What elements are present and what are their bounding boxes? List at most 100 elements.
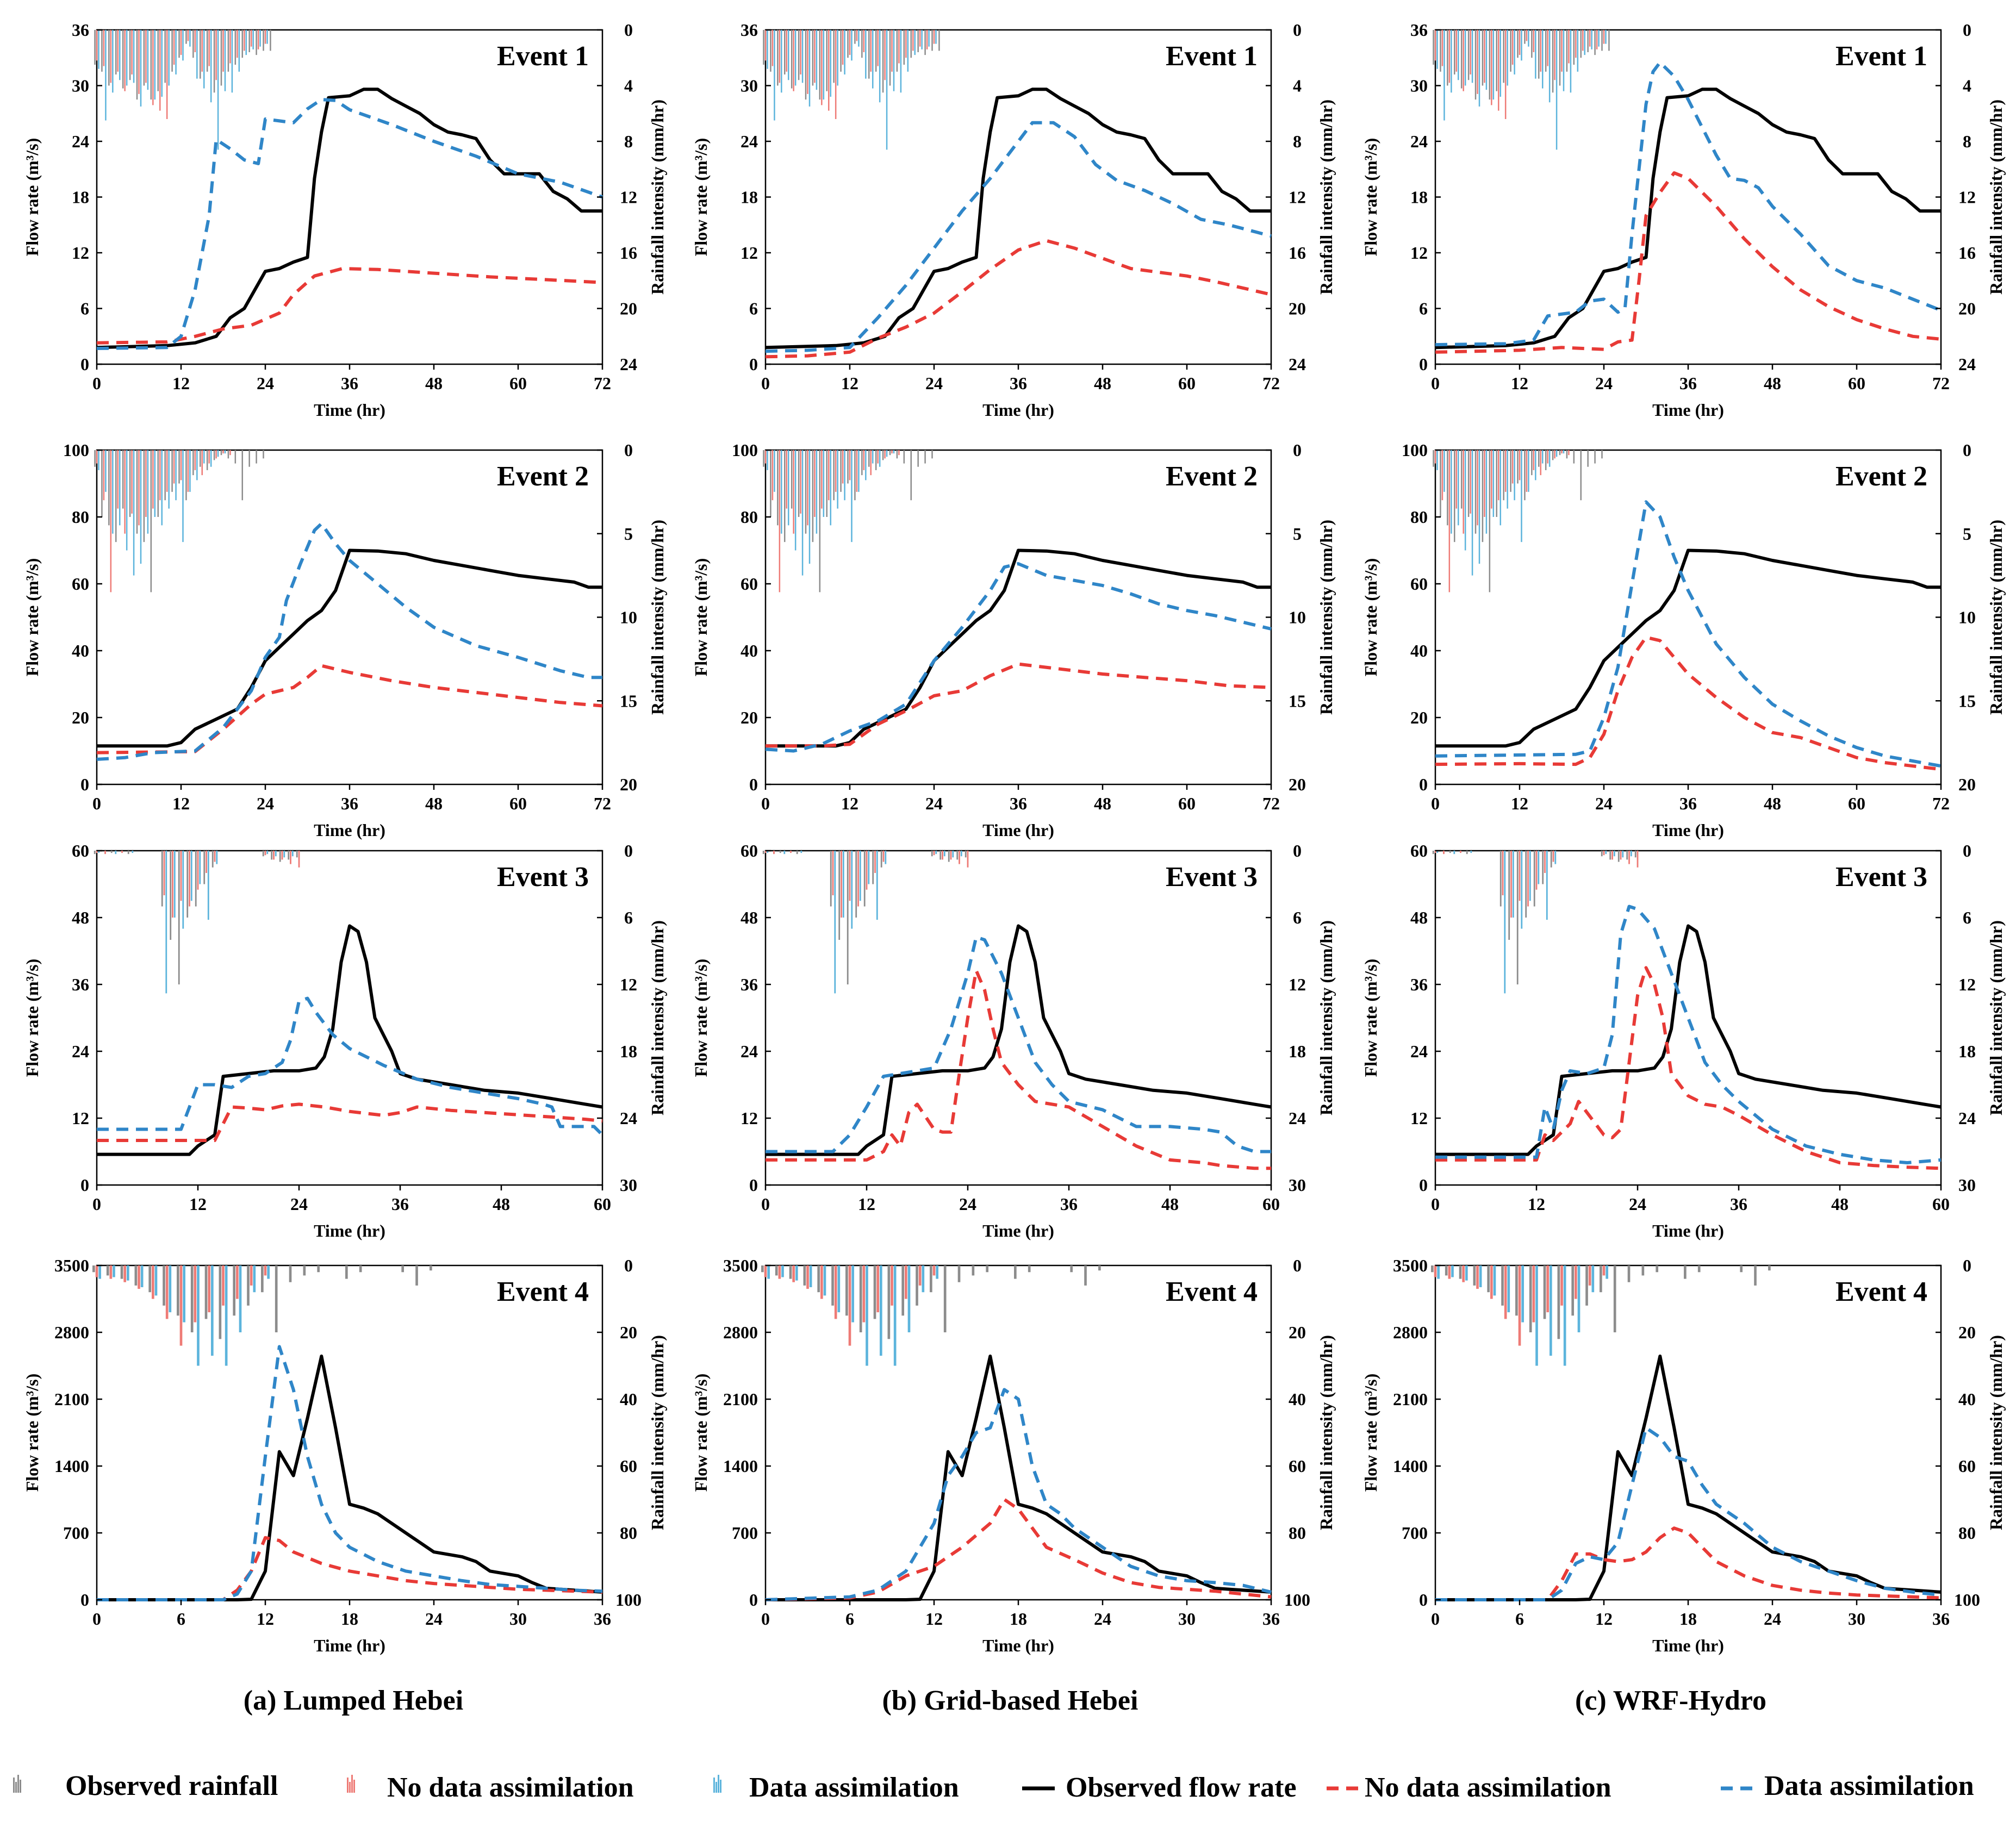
assimilation-rain-bar: [886, 450, 888, 457]
x-tick-label: 72: [594, 373, 611, 393]
no-assimilation-rain-bar: [1547, 450, 1548, 464]
x-tick-label: 36: [594, 1609, 611, 1629]
observed-rainfall-bar: [1433, 30, 1434, 65]
y2-tick-label: 4: [624, 76, 633, 96]
observed-rainfall-bar: [819, 450, 821, 593]
observed-rainfall-bar: [430, 1265, 432, 1271]
observed-rainfall-bar: [798, 450, 800, 517]
no-assimilation-rain-bar: [208, 450, 210, 464]
no-assimilation-rain-bar: [814, 450, 816, 517]
y-tick-label: 100: [732, 440, 758, 460]
x-tick-label: 72: [1932, 794, 1950, 813]
y2-tick-label: 12: [620, 188, 637, 207]
assimilation-rain-bar: [1521, 30, 1522, 61]
assimilation-rain-bar: [275, 851, 277, 857]
assimilation-rain-bar: [1478, 30, 1480, 107]
assimilation-rain-bar: [1464, 450, 1466, 551]
assimilation-rain-bar: [1507, 450, 1508, 509]
assimilation-line: [96, 98, 603, 350]
x-tick-label: 24: [959, 1194, 976, 1214]
no-assimilation-rain-bar: [1504, 30, 1507, 119]
y2-tick-label: 6: [624, 908, 633, 927]
observed-rainfall-bar: [101, 30, 103, 72]
observed-rainfall-bar: [1601, 851, 1603, 857]
observed-rainfall-bar: [840, 30, 842, 72]
x-tick-label: 48: [425, 794, 443, 813]
observed-rainfall-bar: [789, 1265, 792, 1279]
plot-frame: [1434, 850, 1942, 1186]
assimilation-rain-bar: [1492, 30, 1495, 100]
observed-rainfall-bar: [108, 30, 110, 86]
x-tick-label: 60: [1262, 1194, 1280, 1214]
observed-rainfall-bar: [122, 450, 124, 509]
y2-tick-label: 6: [1963, 908, 1971, 927]
no-assimilation-rain-bar: [856, 450, 858, 492]
observed-rainfall-bar: [833, 30, 835, 83]
no-assimilation-rain-bar: [208, 1265, 210, 1313]
x-tick-label: 72: [594, 794, 611, 813]
no-assimilation-rain-bar: [180, 450, 182, 481]
no-assimilation-rain-bar: [187, 30, 189, 41]
y2-tick-label: 24: [1289, 354, 1306, 374]
x-tick-label: 12: [189, 1194, 207, 1214]
observed-rainfall-bar: [1585, 1265, 1588, 1306]
no-assimilation-rain-bar: [1448, 1265, 1451, 1279]
no-assimilation-rain-bar: [104, 851, 106, 855]
no-assimilation-rain-bar: [1568, 30, 1570, 64]
observed-rainfall-bar: [1529, 1265, 1532, 1332]
assimilation-rain-bar: [879, 1265, 882, 1356]
y-tick-label: 6: [1419, 299, 1428, 319]
observed-rainfall-bar: [847, 30, 849, 58]
x-tick-label: 60: [594, 1194, 611, 1214]
observed-rainfall-bar: [896, 30, 898, 72]
assimilation-rain-bar: [893, 450, 895, 454]
assimilation-line: [96, 522, 602, 761]
event-title: Event 4: [1166, 1276, 1258, 1307]
no-assimilation-rain-bar: [1533, 30, 1535, 52]
y-tick-label: 2100: [723, 1389, 758, 1409]
plot-frame: [96, 29, 603, 365]
x-tick-label: 0: [761, 373, 770, 393]
y2-tick-label: 15: [620, 691, 637, 710]
assimilation-rain-bar: [113, 1265, 115, 1277]
assimilation-rain-bar: [1528, 30, 1529, 47]
no-assimilation-rain-bar: [898, 30, 900, 64]
x-tick-label: 60: [1848, 794, 1865, 813]
observed-rainfall-bar: [1489, 30, 1491, 100]
observed-rainfall-bar: [1496, 30, 1497, 91]
assimilation-rain-bar: [239, 1265, 242, 1332]
no-assimilation-rain-bar: [166, 450, 168, 492]
y2-tick-label: 12: [1958, 975, 1976, 994]
assimilation-rain-bar: [935, 30, 937, 44]
assimilation-rain-bar: [199, 851, 201, 884]
observed-rainfall-bar: [170, 851, 172, 940]
no-assimilation-rain-bar: [95, 1265, 98, 1277]
assimilation-rain-bar: [189, 30, 191, 47]
legend-assimilation-bar-label: Data assimilation: [749, 1772, 959, 1803]
x-tick-label: 36: [1010, 373, 1027, 393]
no-assimilation-rain-bar: [109, 1265, 113, 1279]
y-tick-label: 3500: [54, 1256, 89, 1275]
observed-rainfall-bar: [872, 851, 874, 884]
y2-tick-label: 60: [1289, 1456, 1306, 1476]
x-tick-label: 0: [92, 794, 101, 813]
observed-rainfall-bar: [805, 450, 807, 534]
assimilation-rain-bar: [872, 450, 874, 464]
x-tick-label: 60: [509, 794, 527, 813]
no-assimilation-rain-bar: [1546, 1265, 1549, 1313]
y-tick-label: 36: [72, 20, 89, 40]
observed-rainfall-bar: [1538, 450, 1540, 467]
y2-tick-label: 20: [1958, 1323, 1976, 1342]
observed-rainfall-bar: [401, 1265, 405, 1273]
y-tick-label: 30: [72, 76, 89, 96]
y-tick-label: 24: [1410, 132, 1428, 151]
no-assimilation-rain-bar: [138, 30, 140, 94]
observed-rainfall-bar: [1515, 1265, 1518, 1316]
assimilation-rain-bar: [844, 30, 845, 74]
no-assimilation-rain-bar: [1526, 450, 1528, 492]
assimilation-rain-bar: [105, 450, 107, 492]
assimilation-rain-bar: [907, 1265, 911, 1332]
y2-axis-title: Rainfall intensity (mm/hr): [1316, 520, 1336, 715]
observed-rainfall-bar: [784, 30, 786, 74]
